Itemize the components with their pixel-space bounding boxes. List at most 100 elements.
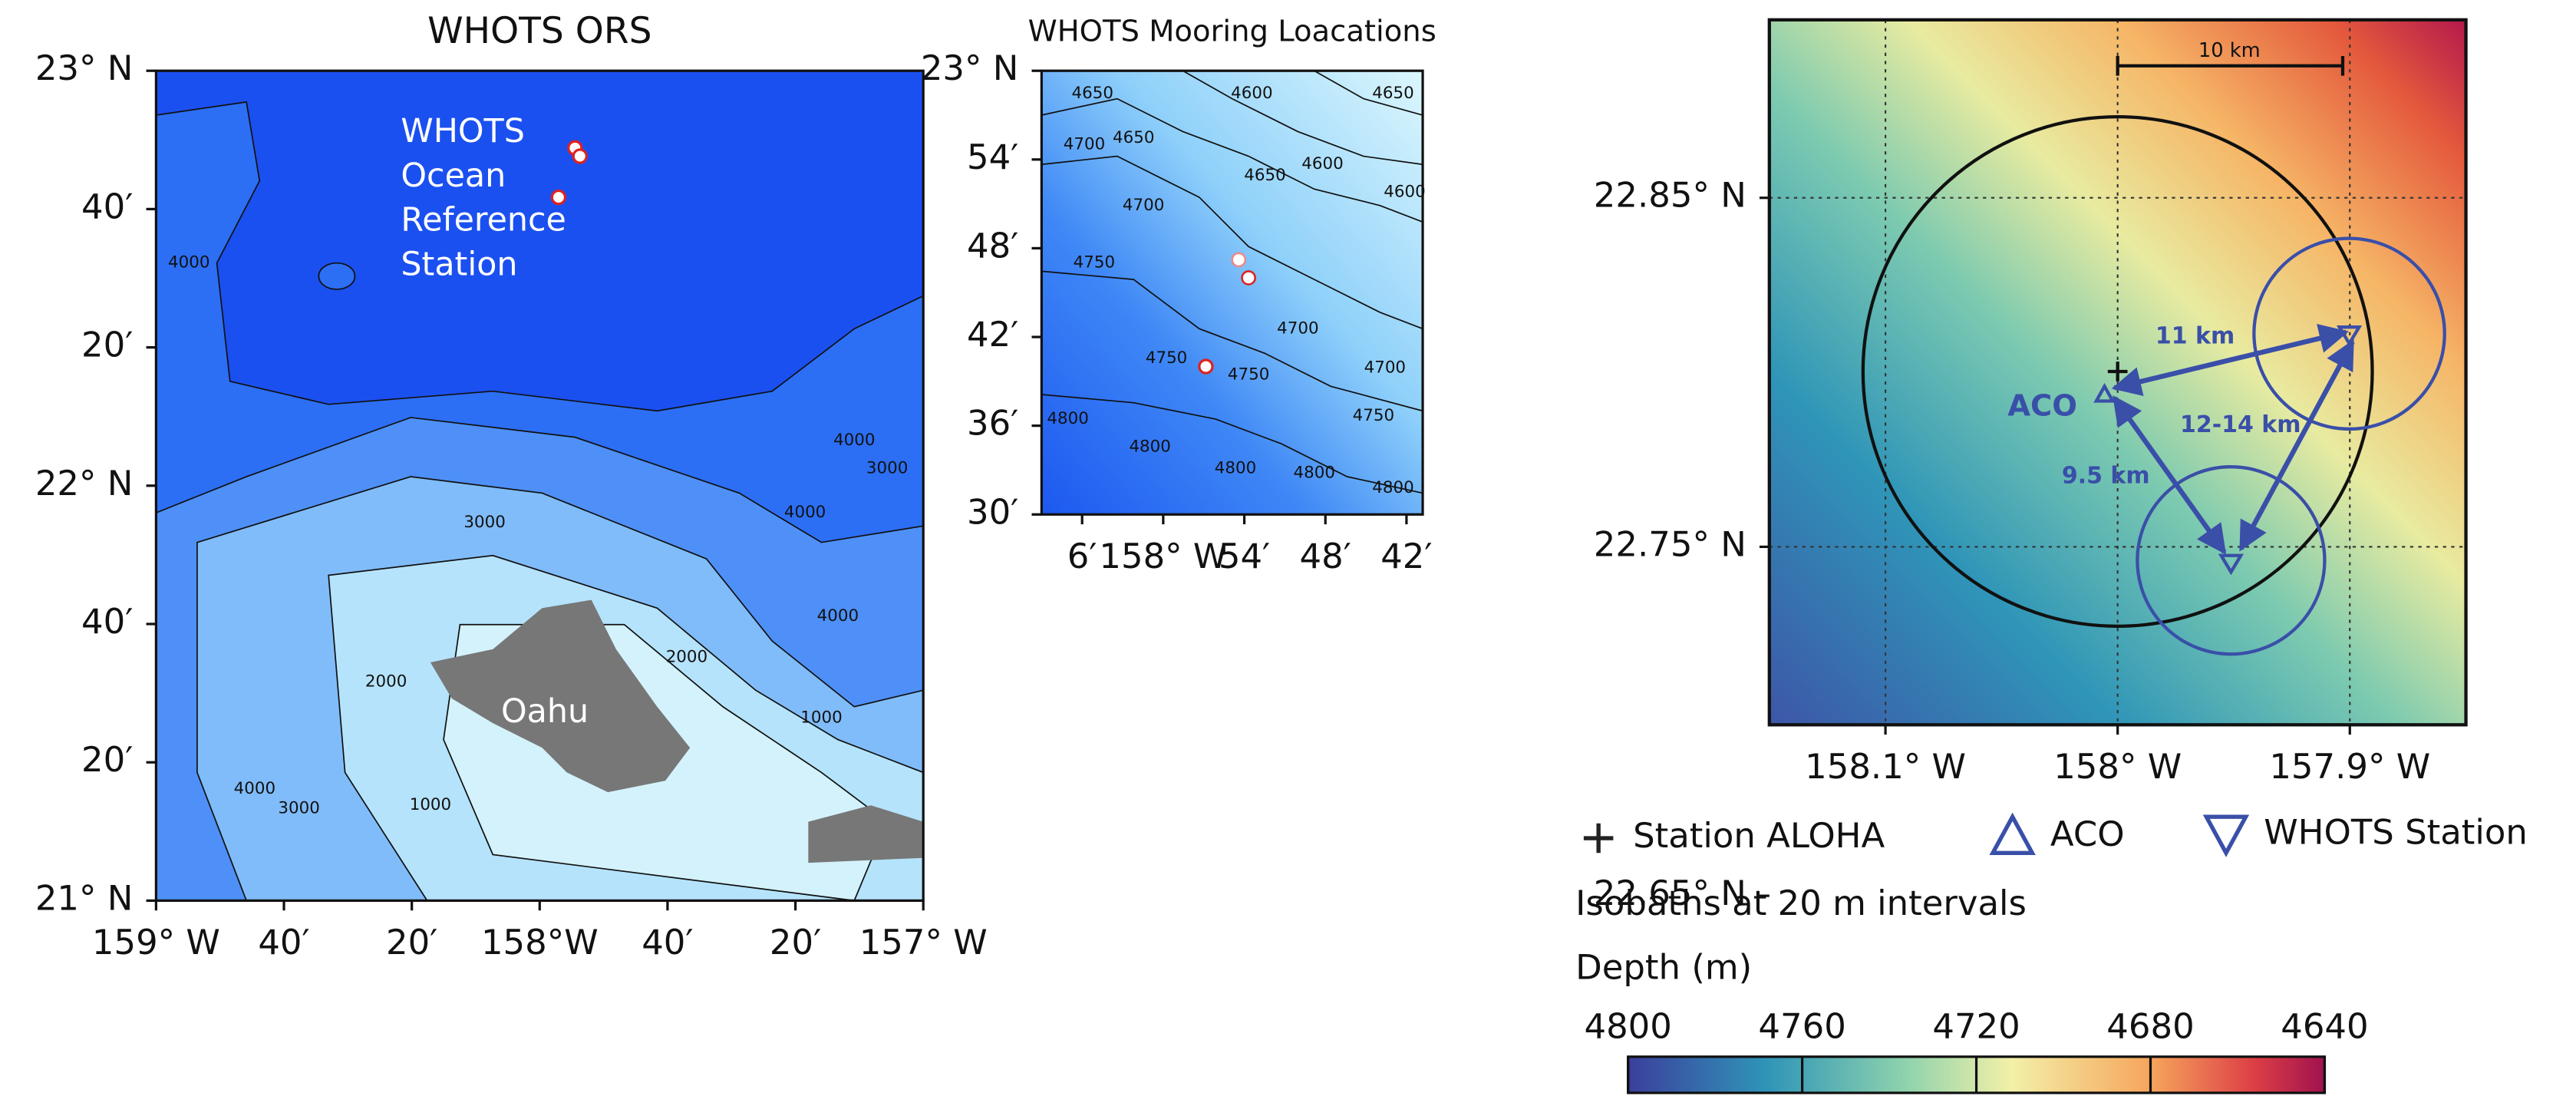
contour-label: 2000 (365, 672, 407, 692)
colorbar-tick-label: 4680 (2106, 1005, 2194, 1046)
contour-label: 4000 (234, 779, 275, 798)
contour-line (1041, 270, 1423, 412)
x-tick-label: 54′ (1219, 536, 1270, 576)
colorbar-tick-label: 4800 (1584, 1005, 1671, 1046)
contour-line (1182, 70, 1423, 166)
contour-label: 3000 (866, 458, 908, 477)
contour-label: 4800 (1047, 409, 1088, 428)
distance-label: 11 km (2155, 323, 2235, 350)
legend-symbol (1583, 823, 1614, 854)
contour-label: 4750 (1146, 348, 1187, 368)
x-tick-label: 157.9° W (2269, 746, 2430, 787)
y-tick-label: 23° N (921, 48, 1019, 88)
contour-label: 1000 (410, 795, 451, 814)
contour-label: 4750 (1074, 253, 1115, 272)
x-tick-label: 158.1° W (1805, 746, 1966, 787)
contour-label: 4650 (1244, 166, 1285, 185)
contour-label: 4700 (1277, 319, 1318, 338)
contour-label: 3000 (278, 798, 319, 817)
station-marker (1231, 252, 1247, 268)
contour-label: 4000 (168, 253, 209, 272)
colorbar-tick-label: 4760 (1758, 1005, 1845, 1046)
contour-label: 4700 (1123, 196, 1164, 215)
panel-title: WHOTS ORS (427, 10, 651, 52)
colorbar-tick-label: 4720 (1932, 1005, 2020, 1046)
contour-label: 4600 (1231, 84, 1272, 103)
legend-note: Isobaths at 20 m intervals (1575, 883, 2027, 923)
colorbar-tick-label: 4640 (2281, 1005, 2368, 1046)
station-marker (1241, 270, 1256, 286)
x-tick-label: 157° W (859, 922, 988, 962)
range-circle (1861, 115, 2374, 628)
y-tick-label: 22.85° N (1594, 175, 1746, 216)
mooring-map (1041, 70, 1423, 515)
legend-label: WHOTS Station (2264, 812, 2528, 853)
x-tick-label: 48′ (1300, 536, 1351, 576)
contour-line (1314, 70, 1423, 116)
distance-label: 9.5 km (2062, 463, 2150, 490)
frame (1040, 69, 1424, 516)
scale-bar (2116, 55, 2345, 76)
station-marker (550, 189, 567, 206)
station-label: Reference (401, 201, 566, 239)
site-label: ACO (2007, 389, 2077, 424)
y-tick-label: 54′ (967, 137, 1018, 177)
legend-label: Station ALOHA (1633, 815, 1885, 856)
contour-label: 4700 (1364, 358, 1406, 378)
x-tick-label: 158°W (481, 922, 599, 962)
contour-label: 4650 (1372, 84, 1413, 103)
station-label: Station (401, 245, 517, 283)
station-label: Ocean (401, 157, 506, 195)
scale-label: 10 km (2198, 39, 2261, 62)
aloha-map (1769, 19, 2466, 725)
contour-label: 1000 (800, 708, 842, 728)
contour-label: 4000 (833, 431, 875, 450)
watch-circle (2136, 465, 2327, 656)
y-tick-label: 36′ (967, 403, 1018, 444)
station-marker (572, 148, 588, 164)
contour-label: 4650 (1072, 84, 1113, 103)
x-tick-label: 6′ (1067, 536, 1097, 576)
colorbar-label: Depth (m) (1575, 946, 1752, 987)
y-tick-label: 48′ (967, 225, 1018, 266)
y-tick-label: 22.65° N (1594, 873, 1746, 913)
panel-title: WHOTS Mooring Loacations (1028, 14, 1436, 48)
contour-label: 4800 (1372, 478, 1413, 497)
island (430, 599, 691, 793)
contour-label: 4000 (784, 503, 826, 522)
station-marker (1198, 358, 1214, 375)
x-tick-label: 40′ (642, 922, 693, 962)
contour-label: 4000 (817, 606, 859, 626)
y-tick-label: 42′ (967, 314, 1018, 355)
y-tick-label: 20′ (81, 325, 133, 365)
x-tick-label: 40′ (258, 922, 309, 962)
bathymetry (1041, 71, 1423, 515)
x-tick-label: 158° W (1099, 536, 1227, 576)
x-tick-label: 42′ (1380, 536, 1432, 576)
x-tick-label: 159° W (92, 922, 220, 962)
contour-label: 4750 (1228, 365, 1269, 384)
y-tick-label: 40′ (81, 186, 133, 226)
y-tick-label: 22.75° N (1594, 523, 1746, 564)
legend-label: ACO (2050, 814, 2125, 854)
legend-symbol (1989, 812, 2036, 855)
ocean-map (155, 70, 925, 902)
contour-label: 4750 (1353, 406, 1394, 425)
contour-line (1041, 155, 1423, 330)
contour-label: 3000 (463, 513, 505, 532)
y-tick-label: 21° N (35, 877, 134, 918)
seamount (318, 262, 356, 290)
contour-line (1041, 97, 1423, 223)
x-tick-label: 20′ (386, 922, 437, 962)
island-label: Oahu (501, 692, 589, 731)
station-label: WHOTS (401, 112, 525, 150)
contour-label: 4800 (1294, 464, 1335, 483)
legend-symbol (2202, 814, 2250, 857)
contour-line (1041, 394, 1423, 494)
contour-label: 4600 (1301, 154, 1343, 173)
x-tick-label: 20′ (770, 922, 821, 962)
x-tick-label: 158° W (2053, 746, 2182, 787)
island (808, 805, 924, 863)
distance-label: 12-14 km (2180, 411, 2301, 438)
